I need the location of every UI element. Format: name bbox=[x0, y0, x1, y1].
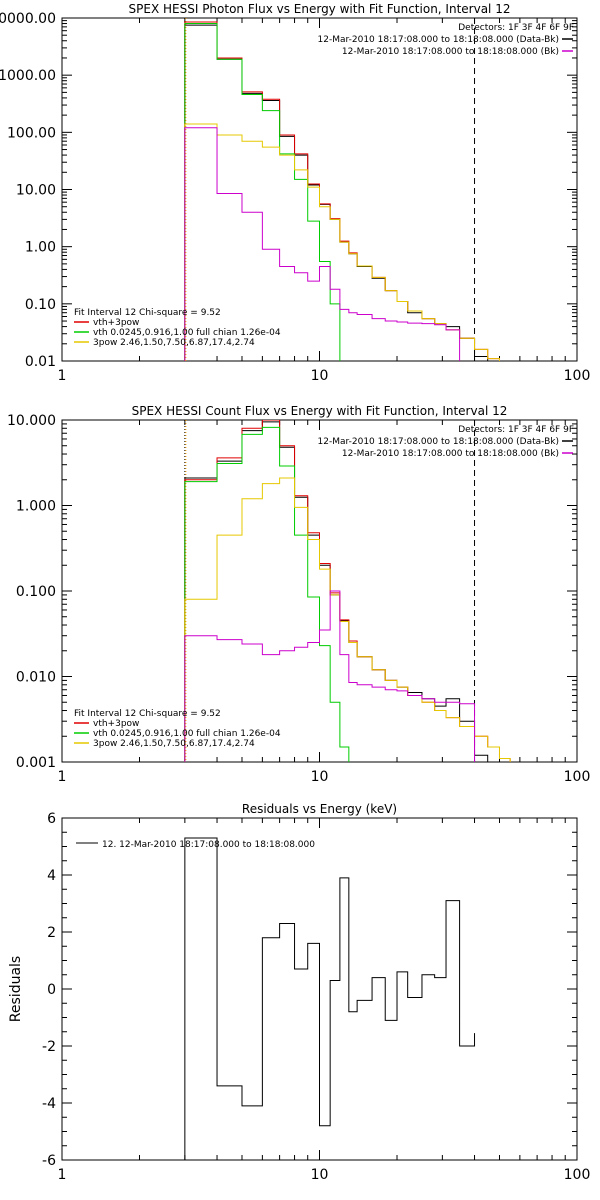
chart-title: Residuals vs Energy (keV) bbox=[242, 802, 397, 816]
y-tick-label: 0.10 bbox=[25, 297, 56, 313]
y-tick-label: 1000.00 bbox=[0, 68, 56, 84]
series-line-3pow bbox=[184, 477, 511, 762]
bk-time-label: 12-Mar-2010 18:17:08.000 to 18:18:08.000… bbox=[342, 449, 559, 459]
detector-info: Detectors: 1F 3F 4F 6F 9F 12-Mar-2010 18:… bbox=[318, 23, 574, 57]
data-time-label: 12-Mar-2010 18:17:08.000 to 18:18:08.000… bbox=[318, 437, 559, 447]
series-line-bk bbox=[184, 127, 461, 361]
x-tick-label: 1 bbox=[58, 368, 67, 384]
fit-legend-title: Fit Interval 12 Chi-square = 9.52 bbox=[74, 308, 221, 318]
chart-panel-1: SPEX HESSI Photon Flux vs Energy with Fi… bbox=[0, 2, 590, 384]
y-tick-label: 0.01 bbox=[25, 354, 56, 370]
y-axis-label: Residuals bbox=[8, 956, 24, 1022]
x-tick-label: 10 bbox=[311, 769, 329, 785]
y-tick-label: 0 bbox=[47, 982, 56, 998]
y-tick-label: 100.00 bbox=[7, 125, 56, 141]
y-tick-label: 6 bbox=[47, 811, 56, 827]
data-layer bbox=[184, 837, 476, 1160]
x-tick-label: 1 bbox=[58, 769, 67, 785]
y-tick-label: -2 bbox=[42, 1039, 56, 1055]
chart-panel-3: Residuals vs Energy (keV) 1 10 100 -6 -4 -2 0 2 4… bbox=[8, 802, 590, 1183]
y-tick-label: 10.00 bbox=[16, 183, 56, 199]
fit-legend: Fit Interval 12 Chi-square = 9.52vth+3po… bbox=[74, 709, 281, 749]
x-tick-label: 100 bbox=[564, 368, 591, 384]
series-line-12-12-mar-2010-18-17-08-000-to-18-18-08-000 bbox=[184, 837, 476, 1160]
y-tick-label: 10000.00 bbox=[0, 11, 56, 27]
bk-time-label: 12-Mar-2010 18:17:08.000 to 18:18:08.000… bbox=[342, 47, 559, 57]
series-line-vth-3pow bbox=[184, 21, 500, 361]
x-tick-label: 100 bbox=[564, 769, 591, 785]
y-tick-label: -6 bbox=[42, 1153, 56, 1169]
series-line-vth-3pow bbox=[184, 420, 511, 762]
series-line-3pow bbox=[184, 123, 500, 361]
y-tick-label: 0.100 bbox=[16, 584, 56, 600]
series-line-bk bbox=[184, 590, 476, 762]
chart-title: SPEX HESSI Count Flux vs Energy with Fit… bbox=[132, 404, 508, 418]
chart-panel-2: SPEX HESSI Count Flux vs Energy with Fit… bbox=[7, 404, 590, 785]
fit-legend-title: Fit Interval 12 Chi-square = 9.52 bbox=[74, 709, 221, 719]
data-time-label: 12-Mar-2010 18:17:08.000 to 18:18:08.000… bbox=[318, 35, 559, 45]
detectors-label: Detectors: 1F 3F 4F 6F 9F bbox=[458, 425, 574, 435]
y-tick-label: 10.000 bbox=[7, 413, 56, 429]
residuals-legend-label: 12. 12-Mar-2010 18:17:08.000 to 18:18:08… bbox=[102, 840, 315, 850]
fit-legend-entry: vth 0.0245,0.916,1.00 full chian 1.26e-0… bbox=[93, 328, 281, 338]
y-tick-label: -4 bbox=[42, 1096, 56, 1112]
x-tick-label: 10 bbox=[311, 1167, 329, 1183]
residuals-legend: 12. 12-Mar-2010 18:17:08.000 to 18:18:08… bbox=[76, 840, 315, 850]
x-tick-label: 10 bbox=[311, 368, 329, 384]
y-tick-label: 0.010 bbox=[16, 670, 56, 686]
y-tick-label: 2 bbox=[47, 925, 56, 941]
y-tick-label: 0.001 bbox=[16, 755, 56, 771]
y-tick-label: 1.000 bbox=[16, 499, 56, 515]
y-tick-label: 1.00 bbox=[25, 240, 56, 256]
fit-legend-entry: 3pow 2.46,1.50,7.50,6.87,17.4,2.74 bbox=[93, 338, 255, 348]
fit-legend: Fit Interval 12 Chi-square = 9.52vth+3po… bbox=[74, 308, 281, 348]
x-tick-label: 100 bbox=[564, 1167, 591, 1183]
fit-legend-entry: vth+3pow bbox=[93, 719, 139, 729]
detectors-label: Detectors: 1F 3F 4F 6F 9F bbox=[458, 23, 574, 33]
fit-legend-entry: vth 0.0245,0.916,1.00 full chian 1.26e-0… bbox=[93, 729, 281, 739]
fit-legend-entry: 3pow 2.46,1.50,7.50,6.87,17.4,2.74 bbox=[93, 739, 255, 749]
y-tick-label: 4 bbox=[47, 868, 56, 884]
series-line-vth bbox=[184, 23, 341, 361]
fit-legend-entry: vth+3pow bbox=[93, 318, 139, 328]
data-layer bbox=[184, 18, 500, 361]
chart-title: SPEX HESSI Photon Flux vs Energy with Fi… bbox=[129, 2, 511, 16]
x-tick-label: 1 bbox=[58, 1167, 67, 1183]
data-layer bbox=[184, 420, 511, 762]
detector-info: Detectors: 1F 3F 4F 6F 9F 12-Mar-2010 18:… bbox=[318, 425, 574, 459]
